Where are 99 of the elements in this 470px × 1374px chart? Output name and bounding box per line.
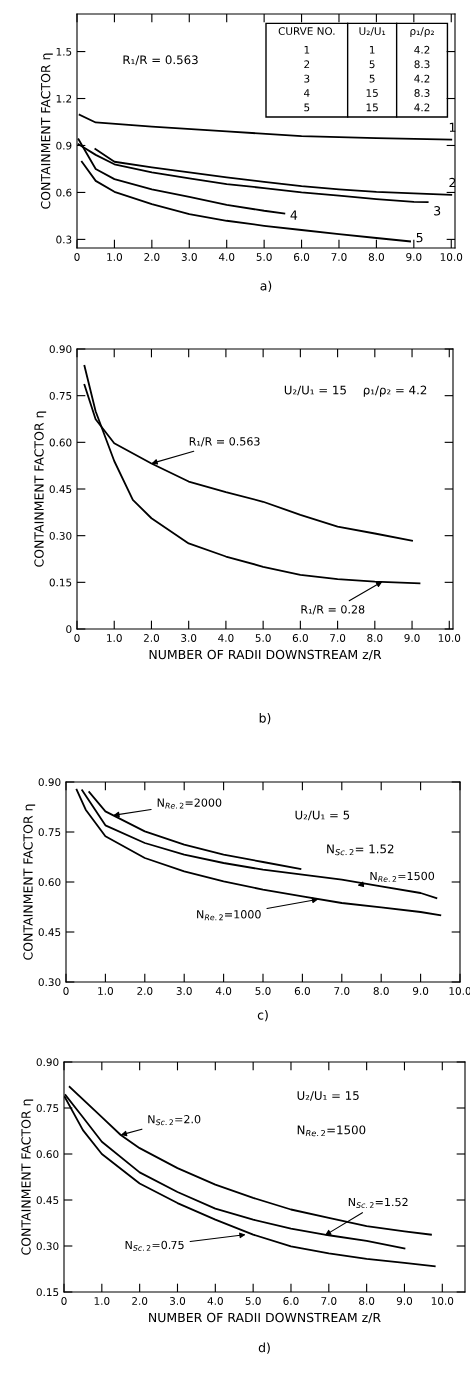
x-tick-label: 2.0	[143, 634, 160, 642]
x-tick-label: 7.0	[334, 987, 350, 995]
annotation: U₂/U₁ = 15	[297, 1091, 359, 1101]
x-tick-label: 6.0	[294, 987, 310, 995]
x-tick-label: 3.0	[181, 253, 197, 261]
series-label: 4	[290, 210, 298, 220]
x-tick-label: 6.0	[283, 1297, 299, 1305]
text: a)	[260, 280, 272, 292]
x-tick-label: 7.0	[331, 253, 347, 261]
x-tick-label: 8.0	[367, 634, 383, 642]
x-tick-label: 6.0	[292, 634, 308, 642]
series-label: 3	[434, 206, 441, 216]
x-tick-label: 5.0	[255, 987, 271, 995]
x-tick-label: 9.0	[404, 634, 420, 642]
x-tick-label: 1.0	[107, 253, 123, 261]
y-tick-label: 0.45	[49, 485, 72, 494]
y-tick-label: 0.60	[38, 878, 61, 887]
x-tick-label: 10.0	[449, 987, 470, 995]
text: 2 5 8.3	[304, 60, 430, 69]
x-tick-label: 0	[74, 634, 80, 642]
annotation: U₂/U₁ = 5	[295, 810, 350, 821]
y-tick-label: 0.30	[49, 531, 72, 540]
x-tick-label: 2.0	[132, 1297, 148, 1305]
x-tick-label: 5.0	[255, 634, 271, 642]
x-tick-label: 1.0	[94, 1297, 110, 1305]
y-tick-label: 0.75	[36, 1104, 59, 1113]
x-axis-title: NUMBER OF RADII DOWNSTREAM z/R	[149, 1312, 381, 1324]
y-tick-label: 0	[66, 625, 72, 634]
annotation: N$_{Re.2}$=1500	[297, 1125, 366, 1137]
x-tick-label: 8.0	[359, 1297, 375, 1305]
x-tick-label: 1.0	[107, 634, 122, 642]
x-tick-label: 10.0	[431, 1297, 454, 1305]
text: 4 15 8.3	[304, 89, 430, 97]
x-tick-label: 3.0	[170, 1297, 186, 1305]
x-tick-label: 8.0	[373, 987, 389, 995]
annotation: ρ₁/ρ₂ = 4.2	[363, 385, 427, 397]
text: 1 1 4.2	[304, 45, 430, 54]
text: c)	[257, 1010, 268, 1022]
annotation: R₁/R = 0.563	[123, 55, 198, 66]
y-axis-title: CONTAINMENT FACTOR η	[40, 53, 53, 209]
y-tick-label: 1.5	[56, 47, 72, 56]
x-tick-label: 3.0	[176, 987, 192, 995]
y-axis-title: CONTAINMENT FACTOR η	[21, 1099, 34, 1255]
annotation: N$_{Sc.2}$=2.0	[148, 1115, 201, 1126]
x-tick-label: 2.0	[137, 987, 153, 995]
annotation: N$_{Re.2}$=2000	[157, 798, 222, 809]
x-tick-label: 7.0	[321, 1297, 337, 1305]
y-tick-label: 0.75	[38, 828, 61, 837]
y-axis-title: CONTAINMENT FACTOR η	[23, 804, 36, 960]
annotation: N$_{Sc.2}$= 1.52	[327, 844, 394, 856]
x-tick-label: 10.0	[440, 253, 463, 261]
x-tick-label: 4.0	[218, 634, 234, 642]
y-tick-label: 0.6	[56, 188, 72, 197]
annotation: N$_{Sc.2}$=1.52	[348, 1197, 408, 1208]
x-tick-label: 5.0	[245, 1297, 261, 1305]
legend-label: 5	[416, 232, 423, 243]
y-tick-label: 0.45	[36, 1196, 59, 1205]
y-axis-title: CONTAINMENT FACTOR η	[34, 411, 47, 567]
y-tick-label: 0.15	[36, 1288, 59, 1297]
annotation: R₁/R = 0.28	[301, 605, 365, 615]
annotation: N$_{Re.2}$=1000	[197, 910, 261, 921]
x-tick-label: 9.0	[396, 1297, 413, 1305]
y-tick-label: 0.9	[56, 141, 72, 150]
annotation: R₁/R = 0.563	[189, 437, 260, 447]
x-tick-label: 6.0	[294, 253, 310, 261]
text: 3 5 4.2	[304, 74, 430, 83]
y-tick-label: 0.90	[38, 778, 61, 787]
x-tick-label: 7.0	[330, 634, 346, 642]
annotation: N$_{Sc.2}$=0.75	[125, 1240, 184, 1251]
text: d)	[258, 1342, 270, 1354]
x-tick-label: 4.0	[215, 987, 232, 995]
text: CURVE NO. U₂/U₁ ρ₁/ρ₂	[278, 27, 434, 38]
x-tick-label: 4.0	[207, 1297, 223, 1305]
y-tick-label: 0.60	[36, 1150, 59, 1159]
y-tick-label: 0.30	[36, 1242, 59, 1251]
y-tick-label: 1.2	[56, 94, 72, 103]
annotation: N$_{Re.2}$=1500	[370, 871, 435, 882]
x-tick-label: 0	[74, 253, 80, 261]
text: b)	[259, 713, 271, 725]
x-tick-label: 5.0	[256, 253, 272, 261]
x-axis-title: NUMBER OF RADII DOWNSTREAM z/R	[149, 649, 382, 661]
y-tick-label: 0.90	[49, 345, 72, 354]
x-tick-label: 9.0	[412, 987, 429, 995]
x-tick-label: 4.0	[218, 253, 235, 261]
y-tick-label: 0.45	[38, 928, 61, 937]
x-tick-label: 3.0	[181, 634, 197, 642]
y-tick-label: 0.90	[36, 1058, 59, 1067]
x-tick-label: 10.0	[438, 634, 461, 642]
y-tick-label: 0.30	[38, 978, 61, 987]
y-tick-label: 0.15	[49, 578, 72, 587]
x-tick-label: 8.0	[368, 253, 384, 261]
x-tick-label: 9.0	[406, 253, 422, 261]
y-tick-label: 0.75	[49, 391, 72, 400]
y-tick-label: 0.3	[56, 235, 72, 244]
text: 5 15 4.2	[304, 103, 430, 112]
annotation: U₂/U₁ = 15	[284, 385, 346, 396]
y-tick-label: 0.60	[49, 438, 72, 447]
x-tick-label: 1.0	[98, 987, 113, 995]
x-tick-label: 2.0	[144, 253, 160, 261]
